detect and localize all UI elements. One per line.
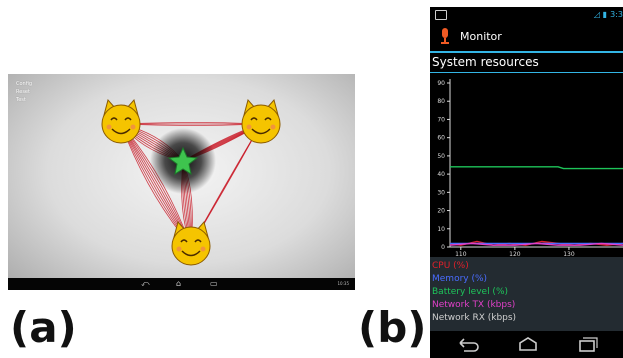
y-tick-label: 20	[437, 208, 445, 215]
caption-a: (a)	[10, 303, 77, 352]
legend-item: Network TX (kbps)	[432, 300, 516, 310]
y-tick-label: 80	[437, 98, 445, 105]
y-tick-label: 70	[437, 116, 445, 123]
section-divider	[430, 72, 623, 73]
menu-item-config[interactable]: Config	[16, 81, 33, 87]
status-bar: ◿ ▮ 3:3	[430, 7, 623, 23]
side-menu: Config Reset Test	[16, 80, 32, 104]
legend-item: Battery level (%)	[432, 287, 509, 297]
app-title: Monitor	[460, 30, 502, 43]
y-tick-label: 30	[437, 189, 445, 196]
x-tick-label: 120	[509, 251, 521, 257]
signal-icon: ◿	[593, 10, 601, 19]
y-tick-label: 10	[437, 226, 445, 233]
tablet-clock: 10:35	[337, 281, 349, 286]
x-tick-label: 110	[455, 251, 467, 257]
x-tick-label: 130	[563, 251, 575, 257]
cat-face-icon[interactable]	[101, 98, 141, 144]
series-line	[450, 166, 623, 170]
star-icon[interactable]	[167, 146, 199, 176]
action-bar: Monitor	[430, 23, 623, 53]
menu-item-reset[interactable]: Reset	[16, 89, 30, 95]
cat-face-icon[interactable]	[241, 98, 281, 144]
phone-screenshot: ◿ ▮ 3:3 Monitor System resources 0 10 20 30…	[430, 7, 623, 358]
tablet-screenshot: Config Reset Test ⤺ ⌂ ▭ 10:35	[8, 74, 355, 290]
home-icon[interactable]: ⌂	[176, 279, 182, 288]
back-icon[interactable]	[459, 338, 479, 352]
legend-item: Memory (%)	[432, 274, 488, 284]
recent-apps-icon[interactable]: ▭	[210, 279, 218, 288]
y-tick-label: 40	[437, 171, 445, 178]
legend-item: CPU (%)	[432, 261, 469, 271]
tablet-navbar: ⤺ ⌂ ▭ 10:35	[8, 278, 355, 290]
section-title: System resources	[432, 55, 539, 69]
y-tick-label: 50	[437, 153, 445, 160]
network-scene	[101, 98, 281, 266]
recent-apps-icon[interactable]	[579, 337, 598, 352]
notification-icon	[435, 10, 447, 20]
series-line	[449, 242, 623, 246]
back-icon[interactable]: ⤺	[141, 279, 150, 288]
phone-navbar	[430, 331, 623, 358]
chart-legend: CPU (%) Memory (%) Battery level (%) Networ…	[430, 257, 623, 331]
resources-chart: 0 10 20 30 40 50 60 70 80 90 110 120 130	[437, 79, 623, 257]
caption-b: (b)	[358, 303, 427, 352]
y-tick-label: 90	[437, 80, 445, 87]
y-tick-label: 0	[441, 244, 445, 251]
legend-item: Network RX (kbps)	[432, 313, 517, 323]
menu-item-test[interactable]: Test	[16, 97, 26, 103]
home-icon[interactable]	[519, 337, 537, 351]
microphone-icon[interactable]	[440, 28, 450, 44]
status-clock: 3:3	[610, 10, 623, 19]
battery-icon: ▮	[602, 10, 607, 19]
y-tick-label: 60	[437, 135, 445, 142]
cat-face-icon[interactable]	[171, 220, 211, 266]
